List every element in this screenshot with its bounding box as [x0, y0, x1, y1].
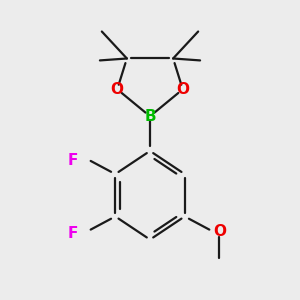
Text: F: F — [68, 226, 78, 241]
Text: O: O — [176, 82, 189, 97]
Text: F: F — [68, 153, 78, 168]
Text: B: B — [144, 109, 156, 124]
Text: O: O — [111, 82, 124, 97]
Text: O: O — [213, 224, 226, 239]
